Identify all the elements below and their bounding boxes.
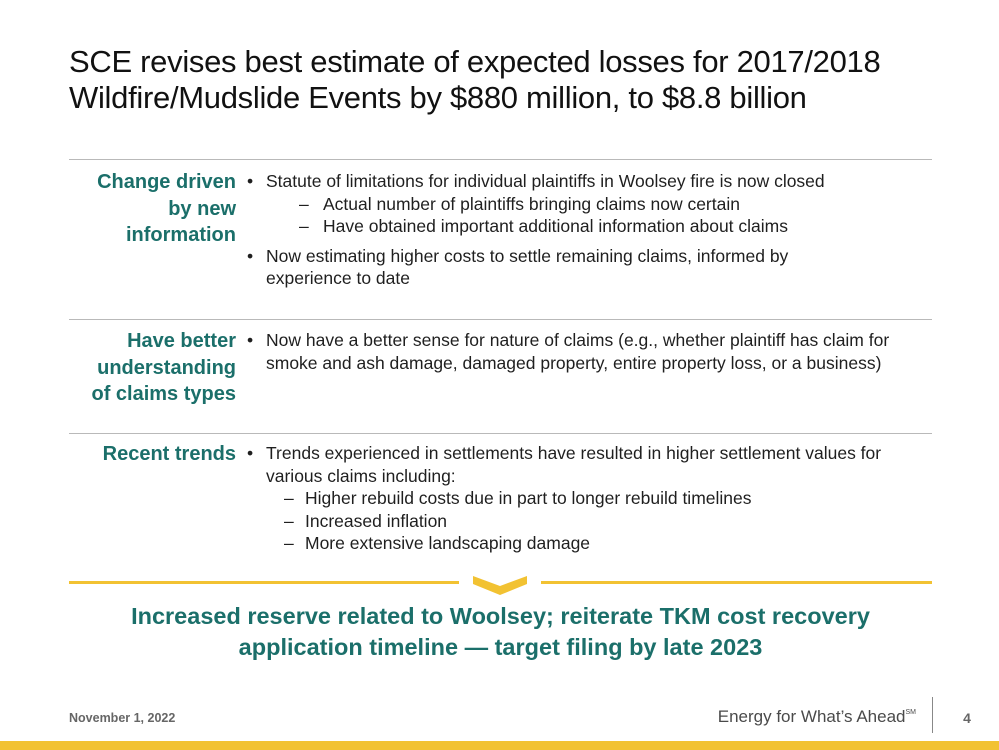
service-mark: SM	[905, 709, 917, 716]
bullet-item: Trends experienced in settlements have r…	[247, 442, 926, 487]
sub-bullet-item: Increased inflation	[247, 510, 937, 533]
row-label-recent-trends: Recent trends	[102, 443, 236, 465]
divider-line-left	[69, 581, 459, 584]
slide-title-line-1: SCE revises best estimate of expected lo…	[69, 44, 881, 79]
slide-title-line-2: Wildfire/Mudslide Events by $880 million…	[69, 80, 807, 115]
sub-bullet-item: Higher rebuild costs due in part to long…	[247, 487, 937, 510]
divider-line-right	[541, 581, 932, 584]
row-bullets-recent-trends: Trends experienced in settlements have r…	[247, 442, 937, 555]
footer-date: November 1, 2022	[69, 711, 176, 725]
footer-separator	[932, 697, 933, 733]
row-label-claims-types: Have better understanding of claims type…	[91, 330, 236, 405]
row-label-change-driven: Change driven by new information	[97, 171, 236, 246]
bullet-item: Now have a better sense for nature of cl…	[247, 329, 937, 374]
chevron-down-icon	[473, 576, 527, 595]
sub-bullet-item: Actual number of plaintiffs bringing cla…	[247, 193, 937, 216]
row-bullets-change-driven: Statute of limitations for individual pl…	[247, 170, 937, 290]
bullet-item: Now estimating higher costs to settle re…	[247, 245, 866, 290]
bottom-accent-bar	[0, 741, 999, 750]
bullet-item: Statute of limitations for individual pl…	[247, 170, 937, 193]
slide-title: SCE revises best estimate of expected lo…	[69, 44, 949, 116]
row-divider	[69, 433, 932, 434]
row-divider	[69, 159, 932, 160]
sub-bullet-item: More extensive landscaping damage	[247, 532, 937, 555]
conclusion-text: Increased reserve related to Woolsey; re…	[131, 603, 870, 660]
row-divider	[69, 319, 932, 320]
footer-tagline: Energy for What’s AheadSM	[717, 707, 917, 726]
sub-bullet-item: Have obtained important additional infor…	[247, 215, 937, 238]
page-number: 4	[963, 710, 971, 726]
row-bullets-claims-types: Now have a better sense for nature of cl…	[247, 329, 937, 374]
